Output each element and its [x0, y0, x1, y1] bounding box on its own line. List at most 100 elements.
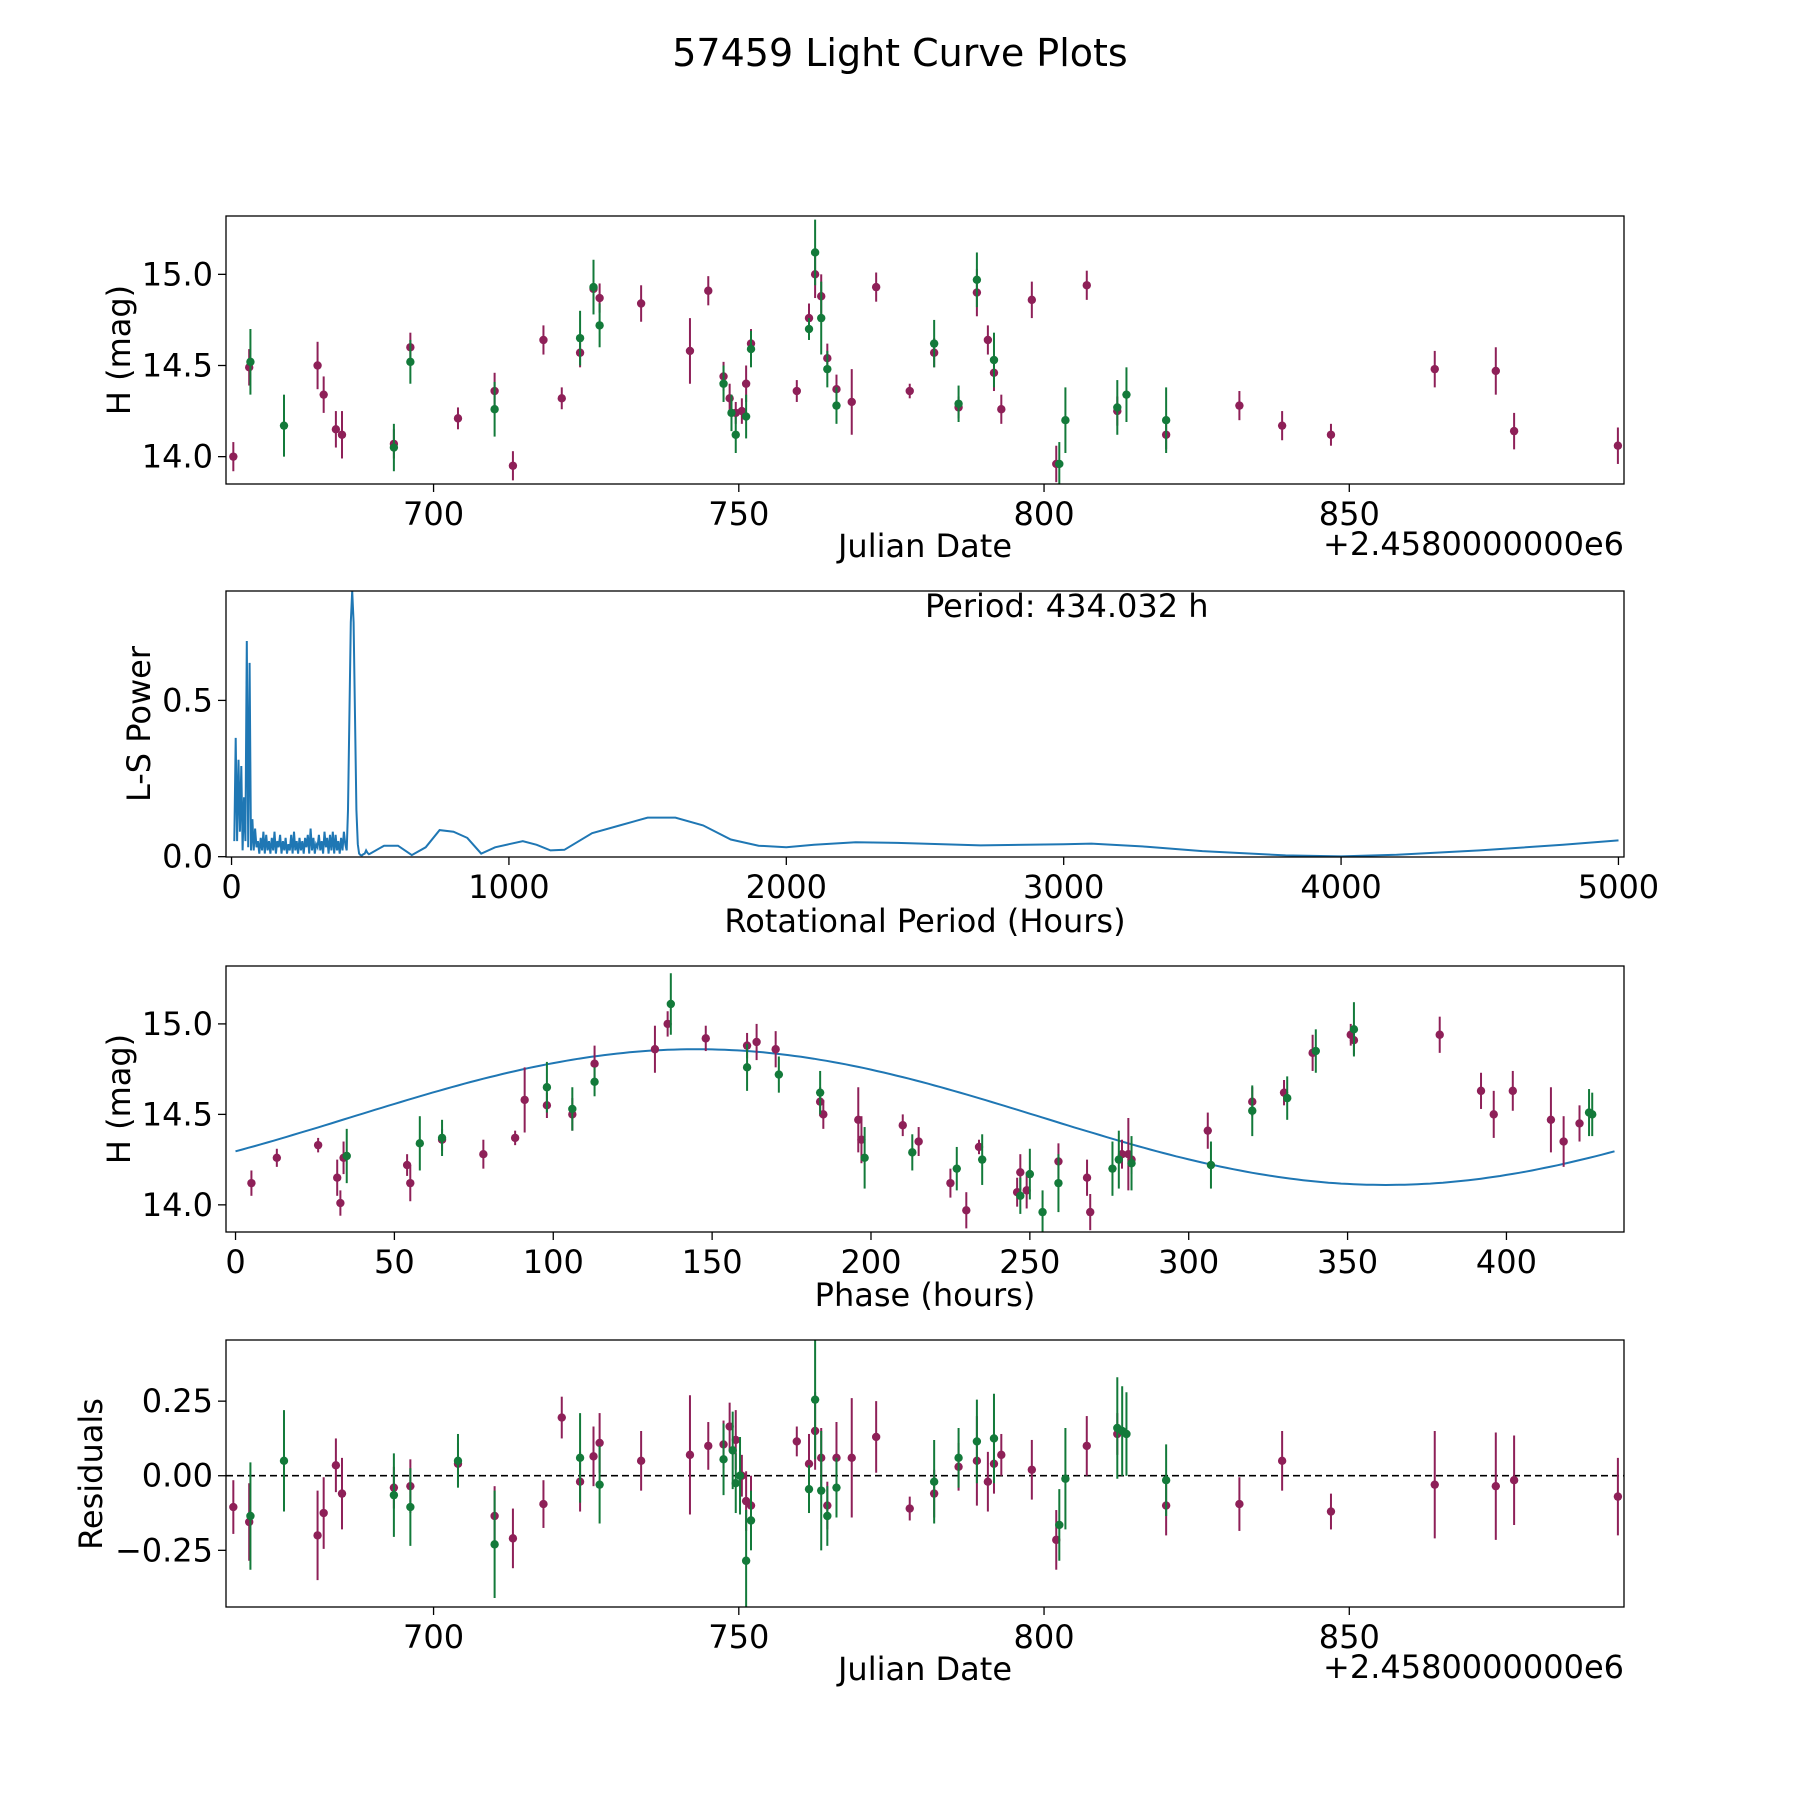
phased-magenta-point	[479, 1149, 488, 1159]
phased-ytick-label: 15.0	[142, 1005, 213, 1043]
lightcurve-magenta-point	[229, 452, 238, 461]
residuals-green-point	[575, 1453, 585, 1463]
residuals-green-point	[728, 1446, 737, 1455]
phased-magenta-point	[1086, 1207, 1095, 1217]
lightcurve-ytick-label: 15.0	[142, 255, 213, 293]
phased-green-point	[1283, 1093, 1292, 1103]
phased-xtick-label: 150	[682, 1243, 743, 1281]
lightcurve-magenta-point	[871, 282, 881, 292]
phased-xtick-label: 200	[840, 1243, 901, 1281]
phased-magenta-point	[1435, 1030, 1444, 1039]
lightcurve-magenta-point	[725, 394, 734, 403]
residuals-magenta-point	[595, 1438, 604, 1448]
lightcurve-green-point	[929, 339, 939, 348]
phased-magenta-point	[333, 1173, 342, 1182]
phased-green-point	[437, 1133, 447, 1143]
residuals-xtick-label: 750	[708, 1618, 769, 1656]
residuals-green-point	[832, 1483, 841, 1492]
residuals-magenta-point	[804, 1459, 814, 1469]
residuals-green-point	[735, 1471, 745, 1480]
periodogram-xlabel: Rotational Period (Hours)	[724, 902, 1125, 940]
residuals-magenta-point	[337, 1489, 347, 1498]
lightcurve-green-point	[727, 408, 736, 418]
phased-magenta-point	[1016, 1168, 1025, 1177]
lightcurve-xtick-label: 800	[1014, 495, 1075, 533]
residuals-ticks: 700 750 800 850 0.25 0.00 −0.25	[115, 1382, 1380, 1656]
phased-magenta-point	[962, 1206, 971, 1215]
residuals-magenta-point	[1082, 1441, 1091, 1451]
residuals-green-point	[246, 1511, 255, 1521]
residuals-magenta-point	[905, 1504, 914, 1513]
lightcurve-magenta-point	[636, 299, 646, 308]
lightcurve-green-point	[406, 357, 415, 367]
phased-magenta-point	[1559, 1137, 1568, 1146]
lightcurve-magenta-point	[337, 430, 347, 439]
lightcurve-green-point	[589, 282, 598, 292]
residuals-magenta-point	[589, 1452, 598, 1461]
residuals-magenta-point	[1326, 1507, 1336, 1516]
phased-ylabel: H (mag)	[100, 1034, 138, 1164]
phased-magenta-point	[1203, 1126, 1212, 1135]
periodogram-xtick-label: 2000	[746, 868, 827, 906]
phased-green-point	[774, 1070, 784, 1079]
phased-magenta-point	[752, 1037, 761, 1047]
lightcurve-green-point	[575, 333, 585, 343]
residuals-green-point	[595, 1480, 604, 1489]
residuals-offset-label: +2.4580000000e6	[1323, 1648, 1624, 1686]
lightcurve-magenta-point	[905, 386, 914, 396]
lightcurve-magenta-point	[539, 335, 548, 345]
residuals-green-point	[1122, 1429, 1131, 1439]
residuals-green-point	[804, 1484, 814, 1494]
lightcurve-green-point	[741, 412, 751, 421]
phased-green-point	[742, 1063, 752, 1072]
periodogram-xtick-label: 3000	[1023, 868, 1104, 906]
residuals-magenta-point	[704, 1441, 713, 1451]
phased-magenta-point	[946, 1178, 955, 1188]
phased-green-point	[666, 999, 676, 1009]
lightcurve-xtick-label: 850	[1319, 495, 1380, 533]
lightcurve-magenta-point	[983, 335, 993, 345]
residuals-magenta-point	[1613, 1492, 1623, 1501]
residuals-magenta-point	[539, 1499, 548, 1509]
phased-ticks: 0 50 100 150 200 250 300 350 400 14.0 14.5 15.0	[142, 1005, 1537, 1281]
residuals-magenta-point	[1235, 1499, 1244, 1509]
phased-magenta-point	[974, 1142, 984, 1152]
residuals-magenta-point	[871, 1432, 881, 1442]
residuals-magenta-point	[847, 1453, 856, 1463]
residuals-plot-area	[226, 1340, 1624, 1607]
lightcurve-green-point	[810, 248, 820, 257]
phased-magenta-point	[771, 1045, 780, 1054]
lightcurve-green-point	[954, 399, 963, 408]
phased-magenta-point	[590, 1059, 599, 1068]
lightcurve-xtick-label: 750	[708, 495, 769, 533]
periodogram-ytick-label: 0.0	[162, 838, 213, 876]
phased-ytick-label: 14.5	[142, 1095, 213, 1133]
lightcurve-green-point	[279, 421, 289, 430]
phased-magenta-point	[1546, 1115, 1556, 1125]
periodogram-panel: 0 1000 2000 3000 4000 5000 0.0 0.5 Period: 434.…	[120, 587, 1659, 940]
phased-green-point	[1054, 1178, 1063, 1188]
residuals-green-point	[731, 1478, 740, 1488]
phased-green-point	[977, 1155, 987, 1164]
lightcurve-green-point	[719, 379, 728, 388]
residuals-magenta-point	[313, 1531, 322, 1540]
residuals-magenta-point	[319, 1508, 328, 1518]
phased-magenta-point	[1476, 1086, 1486, 1096]
residuals-magenta-point	[792, 1437, 801, 1446]
lightcurve-panel: 700 750 800 850 14.0 14.5 15.0 Julian Date +2.…	[100, 215, 1625, 565]
periodogram-xtick-label: 1000	[468, 868, 549, 906]
phased-green-point	[908, 1148, 917, 1157]
phased-green-point	[1311, 1046, 1321, 1056]
phased-green-point	[860, 1153, 869, 1163]
lightcurve-green-point	[817, 313, 826, 323]
phased-magenta-point	[247, 1178, 256, 1188]
phased-green-point	[342, 1151, 351, 1161]
phased-green-point	[1114, 1155, 1124, 1164]
phased-green-point	[952, 1164, 961, 1173]
phased-ytick-label: 14.0	[142, 1186, 213, 1224]
phased-magenta-point	[898, 1121, 907, 1130]
lightcurve-green-point	[832, 401, 841, 410]
phased-magenta-point	[1082, 1173, 1092, 1182]
residuals-magenta-point	[508, 1534, 518, 1543]
phased-panel: 0 50 100 150 200 250 300 350 400 14.0 14.5 15.0 Pha…	[100, 965, 1625, 1314]
